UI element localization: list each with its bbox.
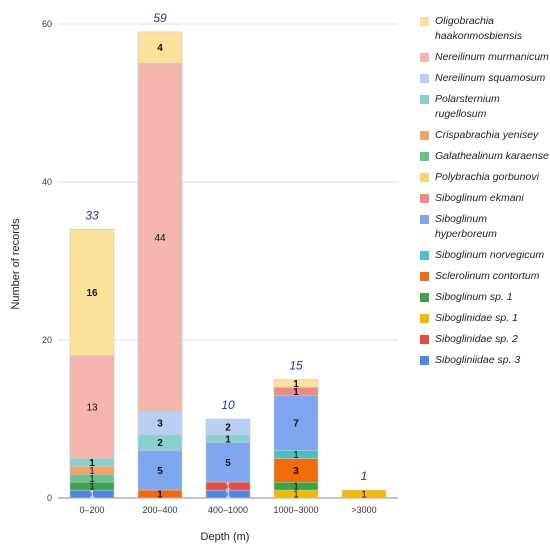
legend-label: Crispabrachia yenisey	[435, 129, 539, 141]
legend-item: Sclerolinum contortum	[420, 269, 550, 284]
segment-value-label: 7	[293, 418, 299, 429]
bar-segment	[69, 229, 115, 357]
legend-swatch	[420, 173, 429, 182]
bar-total-label: 59	[153, 11, 167, 25]
segment-value-label: 1	[89, 458, 95, 469]
legend-label: Siboglinum sp. 1	[435, 291, 513, 303]
legend-swatch	[420, 356, 429, 365]
bar-segment	[273, 379, 319, 388]
legend-label: Galathealinum karaense	[435, 150, 549, 162]
segment-value-label: 1	[293, 379, 299, 390]
legend-item: Siboglinidae sp. 1	[420, 311, 550, 326]
legend-item: Siboglinum hyperboreum	[420, 212, 550, 242]
x-tick-label: 0–200	[79, 505, 104, 515]
legend-swatch	[420, 194, 429, 203]
legend-item: Polybrachia gorbunovi	[420, 170, 550, 185]
segment-value-label: 1	[89, 482, 95, 493]
legend-item: Siboglinum norvegicum	[420, 248, 550, 263]
y-tick-label: 40	[42, 177, 52, 187]
bar-segment	[273, 394, 319, 451]
legend-label: Sclerolinum contortum	[435, 270, 540, 282]
y-axis-label: Number of records	[10, 218, 22, 310]
segment-value-label: 3	[157, 418, 163, 429]
legend-swatch	[420, 314, 429, 323]
segment-value-label: 1	[225, 490, 231, 501]
x-tick-label: 1000–3000	[273, 505, 318, 515]
legend-swatch	[420, 152, 429, 161]
segment-value-label: 1	[89, 466, 95, 477]
legend-item: Siboglinum ekmani	[420, 191, 550, 206]
legend-label: Polybrachia gorbunovi	[435, 171, 539, 183]
segment-value-label: 44	[154, 233, 166, 244]
stacked-bar-chart: 0204060111111316330–200152344459200–4001…	[42, 11, 398, 515]
legend-item: Nereilinum murmanicum	[420, 50, 550, 65]
segment-value-label: 16	[86, 288, 98, 299]
legend-label: Oligobrachia haakonmosbiensis	[435, 15, 522, 42]
x-tick-label: >3000	[351, 505, 376, 515]
segment-value-label: 1	[293, 387, 299, 398]
bar-segment	[341, 489, 387, 499]
x-tick-label: 400–1000	[208, 505, 248, 515]
segment-value-label: 1	[89, 474, 95, 485]
bar-segment	[137, 31, 183, 64]
legend-swatch	[420, 251, 429, 260]
legend-item: Polarsternium rugellosum	[420, 92, 550, 122]
segment-value-label: 1	[293, 450, 299, 461]
segment-value-label: 1	[225, 434, 231, 445]
legend-swatch	[420, 272, 429, 281]
bar-total-label: 15	[289, 359, 303, 373]
legend-swatch	[420, 95, 429, 104]
segment-value-label: 1	[361, 490, 367, 501]
segment-value-label: 13	[86, 403, 98, 414]
segment-value-label: 1	[293, 490, 299, 501]
legend-item: Siboglinidae sp. 2	[420, 332, 550, 347]
legend-swatch	[420, 293, 429, 302]
legend-label: Siboglinidae sp. 1	[435, 312, 518, 324]
legend-item: Sibogliniidae sp. 3	[420, 353, 550, 368]
segment-value-label: 1	[89, 490, 95, 501]
legend-item: Oligobrachia haakonmosbiensis	[420, 14, 550, 44]
legend-swatch	[420, 215, 429, 224]
legend-label: Sibogliniidae sp. 3	[435, 354, 521, 366]
bar-total-label: 10	[221, 398, 235, 412]
segment-value-label: 2	[225, 422, 231, 433]
x-tick-label: 200–400	[142, 505, 177, 515]
legend-label: Siboglinum ekmani	[435, 192, 524, 204]
segment-value-label: 1	[157, 490, 163, 501]
legend-swatch	[420, 17, 429, 26]
legend-swatch	[420, 53, 429, 62]
y-tick-label: 60	[42, 19, 52, 29]
segment-value-label: 5	[225, 458, 231, 469]
segment-value-label: 4	[157, 43, 163, 54]
bar-segment	[137, 63, 183, 412]
legend-label: Siboglinidae sp. 2	[435, 333, 518, 345]
legend-item: Nereilinum squamosum	[420, 71, 550, 86]
segment-value-label: 1	[225, 482, 231, 493]
legend-item: Crispabrachia yenisey	[420, 128, 550, 143]
bar-total-label: 1	[361, 469, 368, 483]
segment-value-label: 3	[293, 466, 299, 477]
legend-swatch	[420, 74, 429, 83]
legend: Oligobrachia haakonmosbiensis Nereilinum …	[420, 14, 550, 374]
segment-value-label: 5	[157, 466, 163, 477]
legend-label: Nereilinum murmanicum	[435, 51, 549, 63]
legend-swatch	[420, 131, 429, 140]
legend-label: Siboglinum hyperboreum	[435, 213, 497, 240]
bar-total-label: 33	[85, 208, 99, 222]
y-tick-label: 0	[47, 493, 52, 503]
bar-segment	[205, 418, 251, 436]
legend-label: Polarsternium rugellosum	[435, 93, 500, 120]
segment-value-label: 2	[157, 438, 163, 449]
legend-swatch	[420, 335, 429, 344]
segment-value-label: 1	[293, 482, 299, 493]
bar-segment	[205, 442, 251, 483]
legend-item: Galathealinum karaense	[420, 149, 550, 164]
legend-label: Nereilinum squamosum	[435, 72, 546, 84]
x-axis-label: Depth (m)	[200, 531, 250, 543]
legend-label: Siboglinum norvegicum	[435, 249, 545, 261]
bar-segment	[69, 355, 115, 459]
y-tick-label: 20	[42, 335, 52, 345]
legend-item: Siboglinum sp. 1	[420, 290, 550, 305]
